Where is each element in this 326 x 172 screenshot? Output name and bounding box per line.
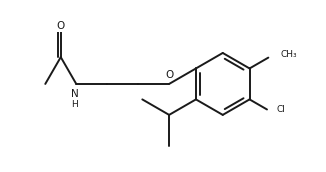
Text: N: N [71,89,79,99]
Text: O: O [57,21,65,31]
Text: H: H [71,100,78,109]
Text: Cl: Cl [276,105,285,114]
Text: CH₃: CH₃ [281,50,297,59]
Text: O: O [165,70,173,80]
